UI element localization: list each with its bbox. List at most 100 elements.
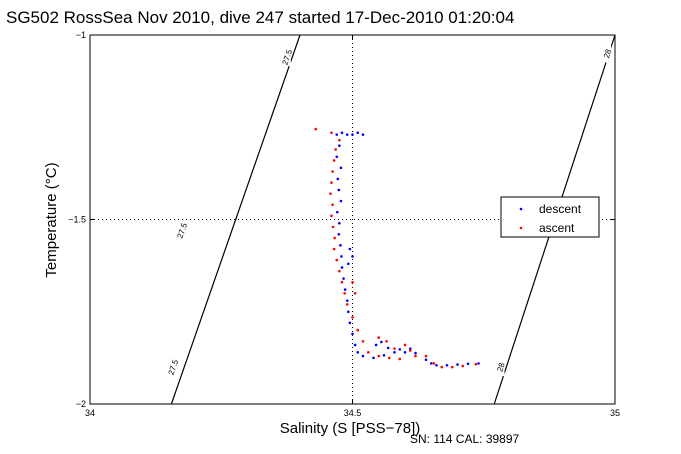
contour-label: 28: [602, 47, 613, 59]
contour-line: [170, 34, 301, 405]
point-ascent: [414, 354, 417, 358]
point-ascent: [474, 362, 478, 366]
point-ascent: [340, 280, 344, 284]
point-descent: [340, 255, 343, 258]
point-ascent: [408, 349, 412, 352]
point-ascent: [461, 364, 465, 368]
contour-label-bg: [177, 221, 186, 240]
point-descent: [337, 188, 341, 192]
point-descent: [356, 131, 360, 135]
contour-label-bg: [168, 358, 177, 377]
contour-label: 28: [495, 361, 506, 373]
legend: descent ascent: [500, 196, 600, 238]
chart-title: SG502 RossSea Nov 2010, dive 247 started…: [6, 8, 514, 27]
point-descent: [429, 362, 433, 365]
legend-box: [500, 196, 600, 238]
point-descent: [335, 133, 339, 136]
point-ascent: [440, 365, 444, 369]
point-descent: [345, 133, 349, 136]
data-points: [314, 127, 480, 369]
point-descent: [398, 348, 402, 351]
legend-marker-descent: [519, 207, 523, 211]
point-descent: [351, 255, 354, 258]
point-descent: [348, 247, 352, 251]
point-ascent: [330, 131, 333, 135]
point-descent: [382, 353, 386, 357]
point-ascent: [329, 192, 332, 195]
point-ascent: [351, 280, 354, 284]
legend-marker-ascent: [519, 226, 523, 230]
point-descent: [361, 354, 365, 358]
point-ascent: [403, 343, 407, 347]
point-descent: [339, 244, 342, 247]
point-ascent: [366, 351, 370, 354]
point-descent: [335, 210, 339, 214]
point-ascent: [393, 347, 396, 350]
x-tick-label: 34.5: [344, 408, 362, 418]
point-descent: [380, 340, 383, 344]
y-tick-label: −1: [76, 30, 86, 40]
x-tick-label: 34: [85, 408, 95, 418]
x-tick-label: 35: [610, 408, 620, 418]
point-ascent: [432, 362, 436, 365]
point-descent: [477, 362, 480, 365]
point-descent: [335, 155, 339, 159]
point-descent: [347, 310, 350, 314]
point-descent: [348, 321, 352, 325]
point-descent: [386, 346, 390, 350]
y-tick-label: −1.5: [68, 215, 86, 225]
point-descent: [351, 133, 354, 136]
point-descent: [393, 351, 396, 354]
point-ascent: [332, 247, 336, 251]
grid-lines: [90, 35, 615, 404]
point-ascent: [334, 148, 338, 151]
point-descent: [424, 358, 428, 362]
point-descent: [338, 144, 341, 147]
point-descent: [435, 363, 438, 367]
point-ascent: [345, 303, 349, 306]
point-descent: [374, 343, 378, 347]
point-descent: [445, 363, 449, 367]
point-descent: [353, 343, 357, 347]
point-ascent: [353, 292, 357, 295]
footer-serial-cal: SN: 114 CAL: 39897: [410, 432, 520, 446]
y-axis-label: Temperature (°C): [43, 162, 60, 277]
point-descent: [340, 131, 344, 135]
point-ascent: [377, 354, 381, 358]
point-ascent: [450, 365, 454, 369]
point-ascent: [338, 269, 341, 273]
point-ascent: [330, 214, 333, 218]
point-descent: [340, 266, 344, 269]
point-descent: [337, 232, 341, 236]
point-descent: [414, 351, 417, 355]
point-descent: [403, 351, 407, 354]
point-descent: [339, 199, 343, 203]
point-descent: [347, 262, 350, 266]
x-axis-label: Salinity (S [PSS−78]): [280, 420, 420, 437]
point-descent: [342, 277, 345, 280]
point-ascent: [338, 138, 341, 142]
point-descent: [336, 177, 340, 181]
point-descent: [351, 332, 354, 336]
y-tick-label: −2: [76, 399, 86, 409]
point-ascent: [385, 339, 388, 343]
contour-label-bg: [282, 48, 291, 67]
point-descent: [356, 351, 360, 354]
point-descent: [466, 362, 470, 366]
point-ascent: [335, 258, 339, 262]
point-descent: [339, 166, 343, 170]
point-ascent: [333, 236, 336, 240]
point-descent: [408, 347, 412, 350]
contour-label-bg: [496, 358, 505, 377]
legend-label-ascent: ascent: [539, 221, 575, 235]
point-ascent: [351, 315, 354, 319]
point-descent: [345, 299, 349, 302]
point-ascent: [398, 357, 402, 361]
point-ascent: [356, 328, 360, 332]
point-descent: [372, 356, 375, 360]
point-ascent: [361, 339, 365, 343]
point-ascent: [424, 354, 428, 358]
contour-label-bg: [603, 44, 612, 63]
point-ascent: [331, 225, 335, 229]
